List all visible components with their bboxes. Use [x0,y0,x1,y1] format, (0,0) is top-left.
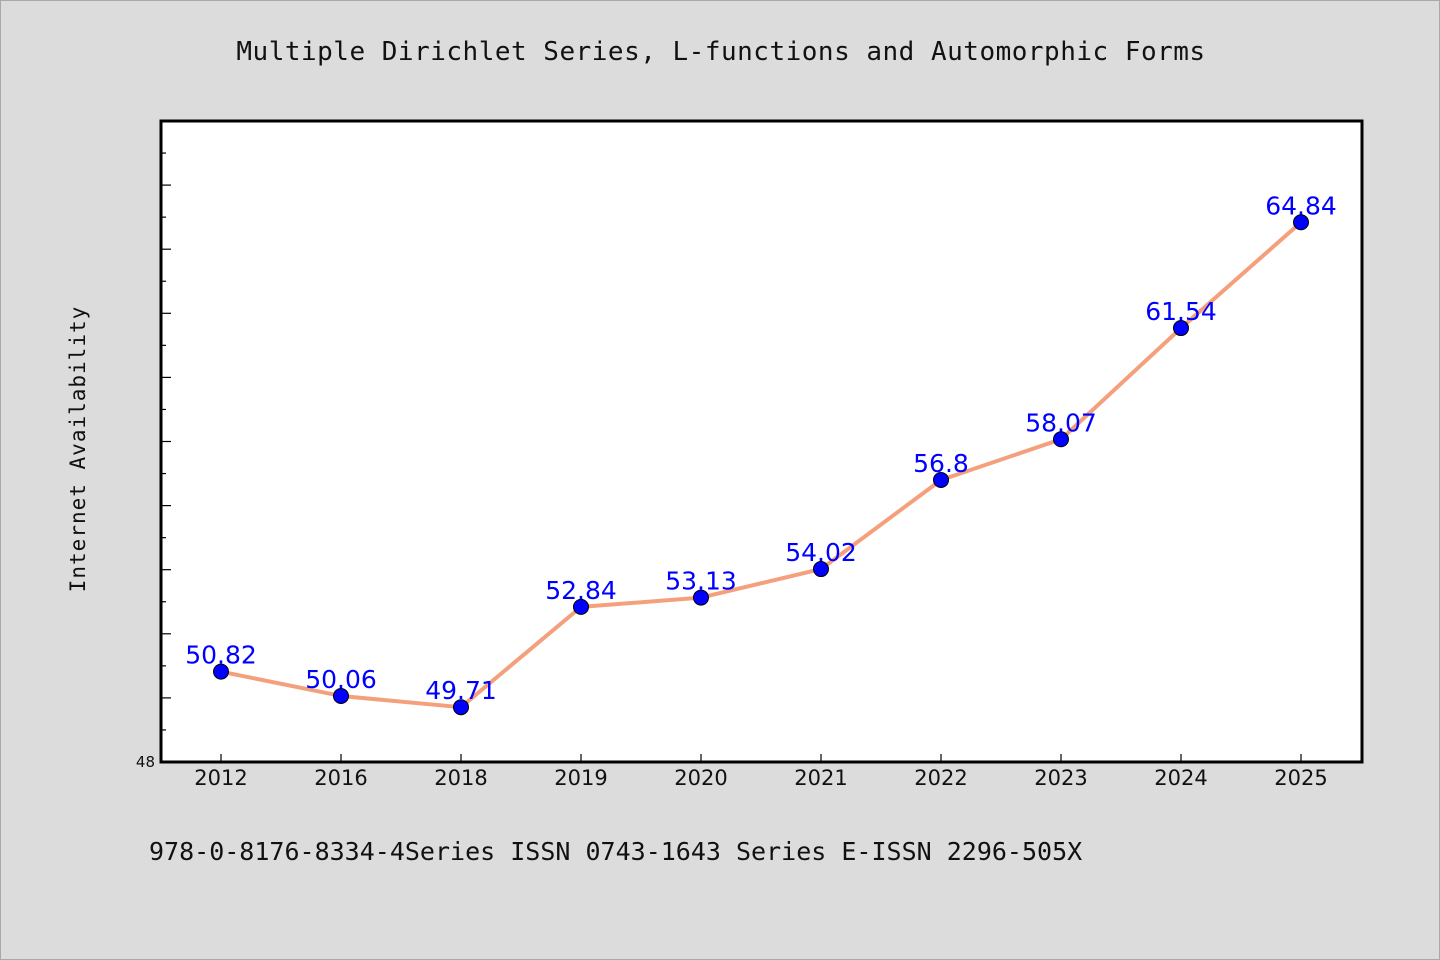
data-point [1053,431,1069,448]
data-point [813,561,829,578]
data-label: 61.54 [1145,297,1217,326]
data-label: 53.13 [665,567,737,596]
series-group: 50.82 50.06 49.71 52.84 53.13 54.02 56.8 58.07 6… [185,191,1337,716]
data-point [453,699,469,716]
x-tick-label: 2022 [914,766,967,790]
data-label: 56.8 [913,449,969,478]
plot-area [159,119,1364,764]
x-tick-label: 2016 [314,766,367,790]
x-tick-label: 2019 [554,766,607,790]
data-point [693,589,709,606]
data-label: 50.82 [185,641,257,670]
data-label: 49.71 [425,676,497,705]
x-tick-label: 2012 [194,766,247,790]
y-axis-ticks: 48 [136,152,171,771]
x-tick-label: 2020 [674,766,727,790]
data-point [1293,214,1309,231]
data-label: 50.06 [305,665,377,694]
data-label: 64.84 [1265,191,1337,220]
chart-title: Multiple Dirichlet Series, L-functions a… [236,37,1206,67]
footer-text: 978-0-8176-8334-4Series ISSN 0743-1643 S… [149,837,1083,866]
data-label: 58.07 [1025,408,1097,437]
x-tick-label: 2024 [1154,766,1207,790]
data-label: 52.84 [545,576,617,605]
y-tick-label: 48 [136,753,155,771]
data-point [933,471,949,488]
data-point [573,598,589,615]
data-label: 54.02 [785,538,857,567]
data-point [213,663,229,680]
data-point [1173,320,1189,337]
x-tick-label: 2018 [434,766,487,790]
x-tick-label: 2021 [794,766,847,790]
series-line [219,220,1303,710]
x-axis-ticks: 2012 2016 2018 2019 2020 2021 2022 2023 2024 2025 [194,754,1328,790]
x-tick-label: 2025 [1274,766,1327,790]
data-point [333,687,349,704]
x-tick-label: 2023 [1034,766,1087,790]
